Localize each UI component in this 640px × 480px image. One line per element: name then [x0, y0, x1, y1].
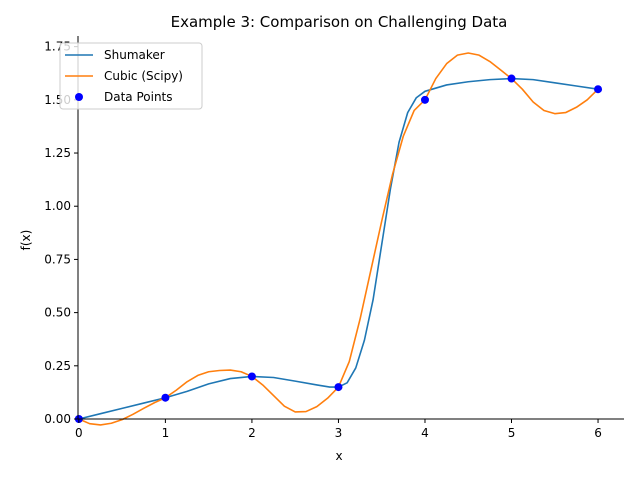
legend-entry: Cubic (Scipy) — [104, 69, 183, 83]
x-axis-label: x — [335, 449, 342, 463]
y-tick-label: 1.00 — [44, 199, 71, 213]
series-line-shumaker — [78, 77, 599, 420]
data-point — [161, 393, 170, 402]
chart-title: Example 3: Comparison on Challenging Dat… — [171, 13, 508, 31]
data-point — [420, 95, 429, 104]
x-tick-label: 3 — [335, 426, 343, 440]
y-tick-label: 1.25 — [44, 146, 71, 160]
y-tick-label: 0.25 — [44, 359, 71, 373]
x-tick-label: 6 — [594, 426, 602, 440]
x-tick-label: 1 — [162, 426, 170, 440]
y-tick-label: 0.75 — [44, 252, 71, 266]
y-axis-ticks: 0.000.250.500.751.001.251.501.75 — [44, 40, 78, 426]
legend-swatch — [75, 93, 83, 101]
x-tick-label: 0 — [75, 426, 83, 440]
plot-area — [74, 52, 603, 426]
x-tick-label: 5 — [508, 426, 516, 440]
legend: Shumaker Cubic (Scipy) Data Points — [59, 42, 203, 110]
x-tick-label: 4 — [421, 426, 429, 440]
x-tick-label: 2 — [248, 426, 256, 440]
legend-frame — [59, 42, 203, 110]
y-axis-label: f(x) — [19, 230, 33, 251]
data-point — [247, 372, 256, 381]
legend-entry: Shumaker — [104, 48, 165, 62]
data-point — [594, 85, 603, 94]
y-tick-label: 0.50 — [44, 306, 71, 320]
y-tick-label: 0.00 — [44, 412, 71, 426]
data-point — [334, 383, 343, 392]
x-axis-ticks: 0 1 2 3 4 5 6 — [75, 419, 602, 440]
legend-entry: Data Points — [104, 90, 173, 104]
data-point — [507, 74, 516, 83]
